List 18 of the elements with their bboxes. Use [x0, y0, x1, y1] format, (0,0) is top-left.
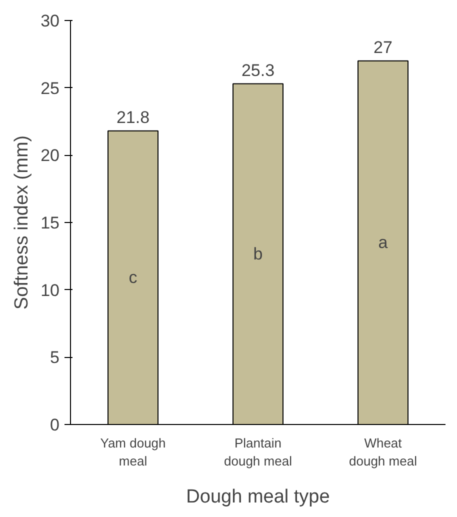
- annotation: a: [378, 233, 388, 252]
- y-tick-label: 0: [50, 416, 60, 434]
- y-tick-label: 5: [50, 348, 60, 368]
- annotation: b: [253, 244, 263, 264]
- data-label: 25.3: [241, 60, 275, 80]
- data-label: 27: [374, 38, 392, 57]
- x-tick-label: Plantain dough meal: [224, 436, 292, 468]
- y-axis-title: Softness index (mm): [12, 135, 33, 310]
- annotation: c: [128, 268, 138, 288]
- y-tick-label: 30: [40, 12, 60, 30]
- x-tick-label: Yam dough meal: [100, 436, 166, 468]
- x-axis-title: Dough meal type: [186, 486, 330, 508]
- x-tick-label: Wheat dough meal: [349, 436, 418, 468]
- y-tick-label: 20: [40, 146, 60, 166]
- y-tick-label: 15: [40, 214, 60, 232]
- data-label: 21.8: [116, 108, 150, 127]
- y-tick-label: 25: [40, 78, 60, 98]
- y-tick-label: 10: [40, 280, 60, 300]
